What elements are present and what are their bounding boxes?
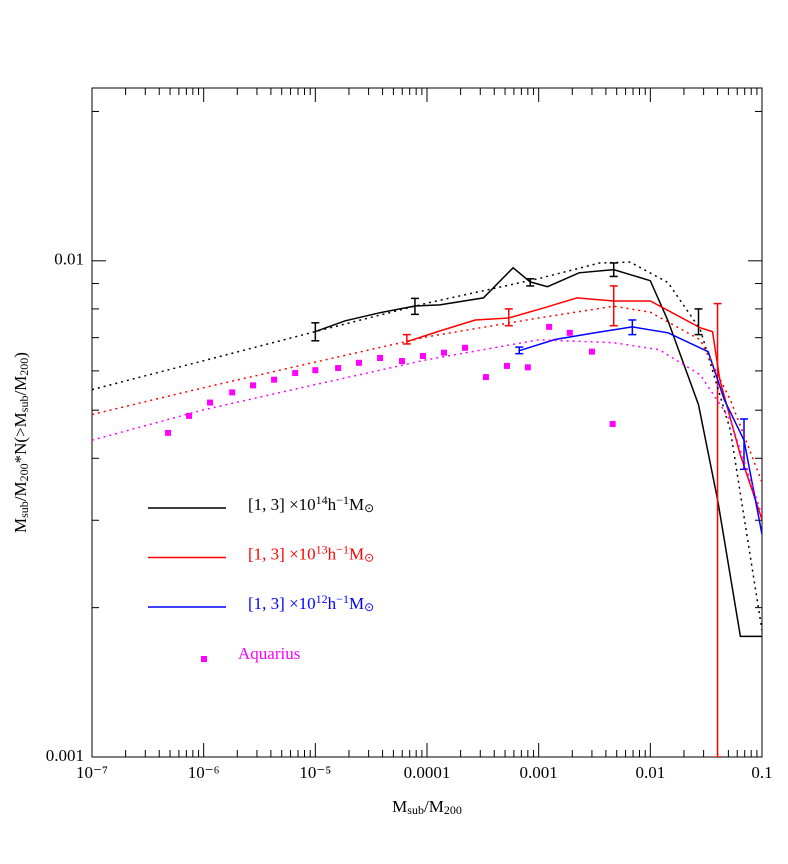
data-point (588, 348, 595, 355)
legend-label-part: ⊙ (364, 551, 374, 565)
x-tick-label: 10⁻⁷ (76, 763, 108, 782)
series-line (406, 297, 762, 520)
y-axis-label-part: /M (11, 481, 30, 501)
data-point (312, 367, 319, 374)
data-point (165, 429, 172, 436)
plot-frame (91, 87, 763, 758)
legend-label-part: 13 (316, 542, 328, 556)
data-point (229, 389, 236, 396)
data-point (482, 374, 489, 381)
legend-label-part: M (349, 544, 364, 563)
data-point (524, 364, 531, 371)
legend-label-part: −1 (336, 592, 349, 606)
legend-label-part: M (349, 594, 364, 613)
legend-label-part: Aquarius (238, 644, 300, 663)
y-axis-label: Msub/M200*N(>Msub/M200) (11, 352, 31, 533)
error-bar (515, 346, 524, 355)
legend-label: [1, 3] ×1012h−1M⊙ (248, 592, 374, 614)
data-point (566, 329, 573, 336)
legend-label-part: −1 (336, 542, 349, 556)
data-point (271, 376, 278, 383)
y-tick-label: 0.001 (46, 746, 84, 765)
y-axis-label-part: ) (11, 352, 30, 358)
error-bar (410, 297, 419, 316)
data-point (250, 382, 257, 389)
x-axis-label-part: sub (407, 803, 424, 817)
series-line (92, 339, 762, 516)
x-axis-label-part: 200 (444, 803, 462, 817)
plot-area (92, 261, 762, 757)
y-axis-label-part: /M (11, 376, 30, 396)
x-axis-label: Msub/M200 (392, 797, 462, 817)
data-point (355, 359, 362, 366)
error-bar (609, 285, 618, 327)
y-axis-label-part: 200 (17, 463, 31, 481)
data-point (419, 352, 426, 359)
series-line (92, 305, 762, 483)
error-bar (628, 319, 637, 336)
data-point (207, 399, 214, 406)
x-axis-label-part: /M (424, 797, 444, 816)
data-point (335, 365, 342, 372)
error-bar (740, 418, 749, 471)
legend-label-part: [1, 3] ×10 (248, 544, 316, 563)
error-bar (311, 322, 320, 342)
y-axis-label-part: sub (17, 501, 31, 518)
error-bar (694, 308, 703, 336)
x-tick-label: 10⁻⁵ (299, 763, 331, 782)
data-point (441, 349, 448, 356)
x-tick-label: 0.1 (751, 763, 772, 782)
y-axis-label-part: M (11, 518, 30, 533)
data-point (503, 362, 510, 369)
legend-label-part: ⊙ (364, 600, 374, 614)
legend-label-part: ⊙ (364, 501, 374, 515)
x-axis-label-part: M (392, 797, 407, 816)
series-line (315, 266, 762, 638)
x-tick-label: 0.01 (635, 763, 665, 782)
y-axis-label-part: sub (17, 396, 31, 413)
legend-label-part: h (328, 495, 337, 514)
data-point (462, 344, 469, 351)
legend-label: [1, 3] ×1014h−1M⊙ (248, 493, 374, 515)
data-point (546, 323, 553, 330)
legend-label: [1, 3] ×1013h−1M⊙ (248, 542, 374, 564)
legend-label-part: 14 (316, 493, 328, 507)
data-point (186, 412, 193, 419)
legend-label-part: −1 (336, 493, 349, 507)
x-tick-label: 0.001 (520, 763, 558, 782)
legend-label-part: h (328, 544, 337, 563)
data-point (377, 355, 384, 362)
legend-label-part: [1, 3] ×10 (248, 594, 316, 613)
data-point (398, 358, 405, 365)
legend-label-part: 12 (316, 592, 328, 606)
x-tick-label: 10⁻⁶ (188, 763, 220, 782)
y-tick-label: 0.01 (54, 250, 84, 269)
data-point (609, 420, 616, 427)
data-point (292, 370, 299, 377)
series-line (92, 261, 762, 631)
legend-label-part: M (349, 495, 364, 514)
legend-label-part: [1, 3] ×10 (248, 495, 316, 514)
legend-marker (201, 656, 207, 662)
error-bar (402, 333, 411, 345)
y-axis-label-part: 200 (17, 358, 31, 376)
series-line (518, 326, 762, 535)
y-axis-label-part: *N(>M (11, 412, 30, 463)
legend-label: Aquarius (238, 644, 300, 663)
x-tick-label: 0.0001 (404, 763, 451, 782)
legend-label-part: h (328, 594, 337, 613)
